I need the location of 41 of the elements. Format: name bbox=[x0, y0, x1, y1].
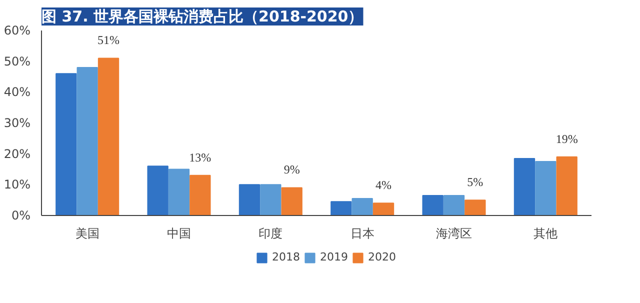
data-label: 19% bbox=[556, 132, 578, 146]
bar bbox=[168, 168, 190, 216]
legend-label: 2020 bbox=[368, 250, 396, 264]
x-tick-label: 中国 bbox=[167, 226, 191, 240]
bar bbox=[372, 202, 394, 216]
legend-label: 2018 bbox=[272, 250, 300, 264]
chart-title: 图 37. 世界各国裸钻消费占比（2018-2020） bbox=[42, 8, 364, 26]
y-tick-label: 40% bbox=[4, 85, 30, 100]
data-label: 9% bbox=[284, 162, 300, 177]
bar bbox=[352, 198, 373, 216]
bar bbox=[56, 73, 77, 216]
x-tick-label: 其他 bbox=[534, 226, 558, 240]
data-label: 51% bbox=[98, 33, 120, 48]
bar bbox=[98, 58, 120, 216]
y-tick-label: 60% bbox=[4, 24, 30, 38]
bar bbox=[422, 194, 444, 216]
bar bbox=[260, 184, 282, 216]
data-label: 4% bbox=[376, 178, 392, 192]
bar bbox=[535, 161, 556, 216]
x-tick-label: 印度 bbox=[258, 226, 283, 240]
legend-label: 2019 bbox=[320, 250, 348, 264]
x-tick-label: 美国 bbox=[75, 226, 100, 240]
y-tick-label: 30% bbox=[4, 116, 30, 130]
y-tick-label: 10% bbox=[4, 178, 30, 192]
bar bbox=[76, 67, 98, 216]
data-label: 5% bbox=[467, 174, 484, 189]
y-tick-label: 50% bbox=[4, 54, 30, 68]
y-tick-label: 20% bbox=[4, 146, 30, 161]
bar bbox=[443, 194, 465, 216]
x-tick-label: 海湾区 bbox=[436, 226, 472, 240]
y-tick-label: 0% bbox=[11, 208, 31, 222]
bar bbox=[147, 166, 168, 216]
bar bbox=[190, 174, 211, 216]
bar bbox=[556, 156, 578, 216]
bar bbox=[238, 184, 260, 216]
bar bbox=[281, 187, 302, 216]
data-label: 13% bbox=[189, 150, 212, 164]
bar bbox=[464, 200, 486, 216]
bar bbox=[330, 201, 352, 216]
bar bbox=[514, 158, 536, 216]
x-tick-label: 日本 bbox=[350, 226, 374, 240]
